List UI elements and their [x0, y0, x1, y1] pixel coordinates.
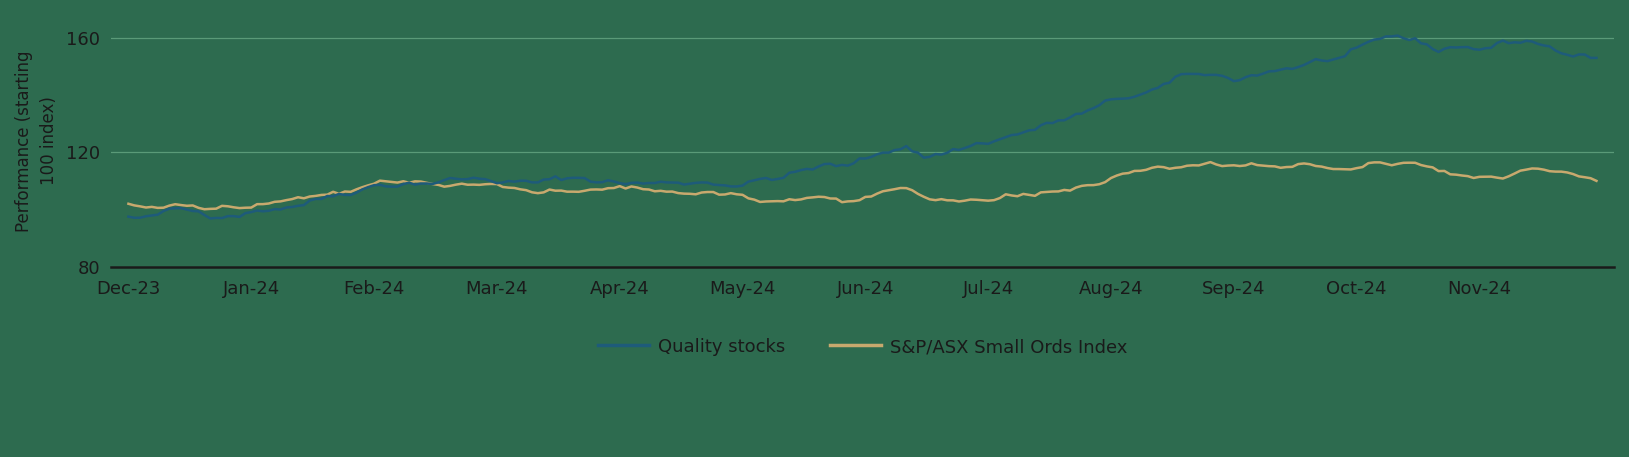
Legend: Quality stocks, S&P/ASX Small Ords Index: Quality stocks, S&P/ASX Small Ords Index — [591, 331, 1134, 363]
Y-axis label: Performance (starting
100 index): Performance (starting 100 index) — [15, 50, 59, 232]
